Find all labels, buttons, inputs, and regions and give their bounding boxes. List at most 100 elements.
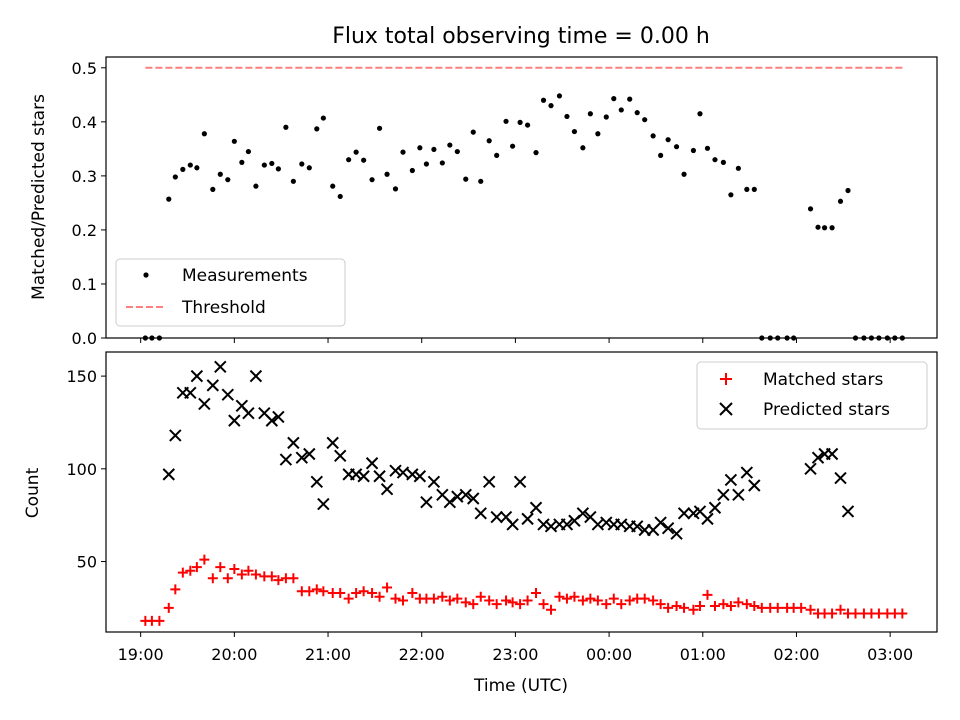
measurement-point: [815, 224, 821, 230]
matched-stars-point: [199, 554, 210, 565]
measurement-point: [194, 165, 200, 171]
legend-measurements-label: Measurements: [182, 266, 308, 286]
bottom-panel-axis-ticks: 50 100 150 19:00 20:00 21:00 22:00 23:00 00:00 01…: [66, 367, 913, 664]
matched-stars-point: [679, 602, 690, 613]
measurement-point: [478, 178, 484, 184]
measurement-point: [744, 186, 750, 192]
measurement-point: [275, 166, 281, 172]
matched-stars-point: [335, 588, 346, 599]
matched-stars-point: [577, 595, 588, 606]
measurement-point: [704, 145, 711, 151]
measurement-point: [353, 149, 359, 155]
matched-stars-point: [725, 601, 736, 612]
measurement-point: [821, 225, 828, 231]
matched-stars-point: [215, 562, 226, 573]
matched-stars-point: [311, 584, 322, 595]
measurement-point: [463, 176, 469, 182]
y-tick-label: 150: [66, 367, 97, 386]
measurement-point: [447, 142, 453, 148]
measurement-point: [361, 157, 367, 163]
matched-stars-point: [616, 599, 627, 610]
measurement-point: [634, 110, 640, 116]
matched-stars-point: [229, 563, 240, 574]
predicted-stars-point: [654, 516, 667, 529]
matched-stars-point: [177, 567, 188, 578]
matched-stars-point: [624, 595, 635, 606]
measurement-point: [556, 93, 563, 99]
matched-stars-point: [170, 584, 181, 595]
matched-stars-point: [163, 602, 174, 613]
predicted-stars-point: [413, 470, 427, 483]
predicted-stars-point: [249, 369, 263, 383]
matched-stars-point: [554, 591, 565, 602]
matched-stars-point: [475, 591, 486, 602]
matched-stars-point: [515, 599, 526, 610]
measurement-point: [320, 115, 326, 121]
measurement-point: [392, 186, 399, 192]
top-panel-title: Flux total observing time = 0.00 h: [332, 24, 710, 49]
measurement-point: [627, 96, 633, 102]
measurement-point: [524, 122, 531, 128]
matched-stars-point: [601, 599, 612, 610]
y-tick-label: 100: [66, 460, 97, 479]
predicted-stars-point: [677, 507, 691, 520]
measurement-point: [548, 103, 554, 109]
measurement-point: [735, 165, 741, 171]
predicted-stars-point: [396, 466, 410, 479]
predicted-stars-point: [162, 468, 175, 481]
matched-stars-point: [873, 608, 884, 619]
legend-predicted-stars-label: Predicted stars: [763, 400, 890, 420]
measurement-point: [330, 183, 336, 189]
measurement-point: [384, 171, 390, 177]
matched-stars-point: [546, 604, 557, 615]
predicted-stars-point: [303, 447, 316, 461]
bottom-legend-box: [696, 361, 928, 430]
measurement-point: [337, 193, 343, 200]
y-tick-label: 0.2: [72, 221, 97, 240]
measurement-point: [172, 174, 178, 180]
legend-measurements-marker: [143, 272, 149, 278]
measurement-point: [595, 131, 601, 137]
measurement-point: [299, 161, 305, 167]
predicted-stars-point: [317, 497, 330, 511]
matched-stars-point: [207, 573, 218, 584]
measurement-point: [837, 198, 844, 204]
matched-stars-point: [236, 569, 247, 580]
matched-stars-point: [569, 591, 580, 602]
measurement-point: [217, 171, 223, 177]
measurement-point: [540, 97, 547, 103]
measurement-point: [658, 152, 664, 158]
predicted-stars-point: [506, 518, 519, 531]
measurement-point: [618, 107, 624, 113]
measurement-point: [580, 145, 586, 151]
measurement-point: [681, 171, 687, 177]
predicted-stars-point: [443, 495, 457, 509]
measurement-point: [369, 177, 375, 183]
x-tick-label: 19:00: [118, 645, 164, 664]
y-tick-label: 0.1: [72, 275, 97, 294]
matched-stars-point: [741, 599, 752, 610]
predicted-stars-point: [310, 475, 324, 489]
x-tick-label: 01:00: [680, 645, 726, 664]
matched-stars-point: [266, 571, 277, 582]
predicted-stars-point: [834, 471, 847, 485]
matched-stars-point: [154, 615, 165, 626]
legend-threshold-label: Threshold: [181, 298, 266, 318]
predicted-stars-point: [576, 507, 590, 520]
predicted-stars-point: [724, 473, 738, 487]
measurement-point: [603, 114, 609, 120]
matched-stars-point: [460, 597, 471, 608]
bottom-panel-y-axis-label: Count: [23, 467, 43, 518]
measurement-point: [210, 186, 216, 192]
predicted-stars-point: [184, 386, 197, 400]
x-tick-label: 03:00: [867, 645, 913, 664]
measurement-point: [180, 166, 186, 172]
matched-stars-point: [522, 595, 533, 606]
predicted-stars-point: [334, 449, 347, 463]
predicted-stars-point: [717, 488, 730, 501]
predicted-stars-point: [242, 406, 255, 420]
matched-stars-point: [694, 601, 705, 612]
predicted-stars-point: [600, 516, 613, 529]
matched-stars-point: [452, 593, 463, 604]
measurement-point: [201, 131, 207, 137]
